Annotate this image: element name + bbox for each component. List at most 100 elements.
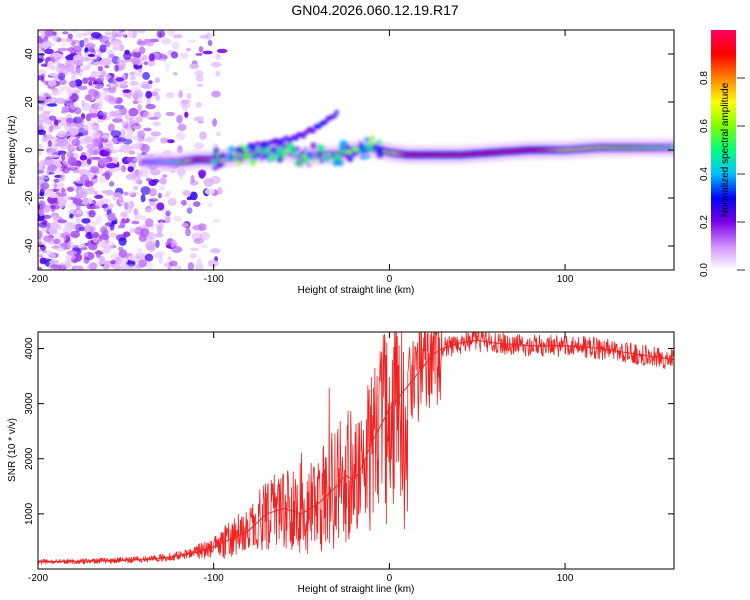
spectrogram-noise-speck <box>66 151 74 159</box>
spectrogram-noise-speck <box>137 248 143 257</box>
spectrogram-noise-speck <box>38 176 49 180</box>
spectrogram-noise-speck <box>38 222 48 228</box>
spectrogram-xtick-label: 100 <box>557 274 574 285</box>
spectrogram-noise-speck <box>207 40 213 46</box>
spectrogram-noise-speck <box>121 31 126 35</box>
spectrogram-noise-speck <box>132 125 142 130</box>
spectrogram-noise-speck <box>173 216 183 222</box>
spectrogram-noise-speck <box>103 134 110 139</box>
spectrogram-noise-speck <box>98 111 109 116</box>
spectrogram-noise-speck <box>171 246 183 253</box>
spectrogram-noise-speck <box>217 187 223 195</box>
spectrogram-noise-speck <box>82 32 88 37</box>
spectrogram-ridge-blob <box>352 146 359 152</box>
spectrogram-noise-speck <box>79 174 90 183</box>
spectrogram-noise-speck <box>67 240 74 249</box>
spectrogram-noise-speck <box>108 123 115 133</box>
spectrogram-noise-speck <box>82 65 91 71</box>
spectrogram-noise-speck <box>133 185 139 191</box>
spectrogram-noise-speck <box>43 134 54 140</box>
spectrogram-noise-speck <box>52 52 62 58</box>
spectrogram-noise-speck <box>74 107 82 115</box>
spectrogram-ridge-blob <box>351 150 358 157</box>
spectrogram-noise-speck <box>76 68 85 73</box>
spectrogram-ridge-blob <box>211 158 218 166</box>
spectrogram-noise-speck <box>195 101 202 108</box>
spectrogram-noise-speck <box>157 219 166 224</box>
spectrogram-noise-speck <box>81 218 91 224</box>
spectrogram-noise-speck <box>97 71 102 76</box>
spectrogram-noise-speck <box>215 53 221 61</box>
spectrogram-noise-speck <box>182 103 189 111</box>
spectrogram-ridge-blob <box>220 151 227 160</box>
spectrogram-noise-speck <box>104 148 112 157</box>
spectrogram-noise-speck <box>104 65 110 69</box>
spectrogram-noise-speck <box>86 264 96 270</box>
spectrogram-noise-speck <box>165 242 170 246</box>
spectrogram-noise-speck <box>72 169 81 174</box>
colorbar-label: Normalized spectral amplitude <box>720 82 731 217</box>
spectrogram-noise-speck <box>66 250 77 256</box>
spectrogram-noise-speck <box>143 38 151 44</box>
spectrogram-noise-speck <box>70 230 80 239</box>
spectrogram-noise-speck <box>64 259 72 269</box>
spectrogram-noise-speck <box>72 45 82 52</box>
spectrogram-noise-speck <box>50 264 59 269</box>
spectrogram-noise-speck <box>131 220 140 225</box>
spectrogram-noise-speck <box>202 50 213 55</box>
spectrogram-noise-speck <box>210 248 221 254</box>
spectrogram-noise-speck <box>127 128 134 136</box>
spectrogram-noise-speck <box>67 156 77 166</box>
spectrogram-noise-speck <box>128 107 139 117</box>
spectrogram-noise-speck <box>112 265 123 270</box>
spectrogram-ridge-blob <box>304 146 307 151</box>
spectrogram-noise-speck <box>50 144 59 153</box>
spectrogram-noise-speck <box>167 197 177 206</box>
spectrogram-noise-speck <box>51 245 60 249</box>
spectrogram-noise-speck <box>119 82 128 88</box>
spectrogram-noise-speck <box>50 204 56 213</box>
spectrogram-noise-speck <box>40 77 45 82</box>
spectrogram-noise-speck <box>199 34 209 39</box>
spectrogram-noise-speck <box>60 232 72 239</box>
spectrogram-noise-speck <box>127 30 134 39</box>
spectrogram-noise-speck <box>68 67 76 74</box>
spectrogram-noise-speck <box>200 243 208 249</box>
spectrogram-noise-speck <box>154 77 160 84</box>
spectrogram-noise-speck <box>57 199 65 207</box>
spectrogram-noise-speck <box>116 30 123 40</box>
spectrogram-noise-speck <box>46 159 52 165</box>
spectrogram-noise-speck <box>199 231 210 241</box>
spectrogram-noise-speck <box>38 115 45 121</box>
spectrogram-noise-speck <box>152 88 161 92</box>
spectrogram-noise-speck <box>106 49 113 55</box>
spectrogram-noise-speck <box>55 65 64 74</box>
spectrogram-branch-cell <box>332 113 338 119</box>
spectrogram-noise-speck <box>140 186 151 195</box>
spectrogram-noise-speck <box>144 208 155 214</box>
spectrogram-noise-speck <box>132 177 141 185</box>
spectrogram-noise-speck <box>143 127 152 132</box>
spectrogram-noise-speck <box>66 47 75 52</box>
spectrogram-noise-speck <box>66 117 75 124</box>
spectrogram-noise-speck <box>148 80 153 85</box>
spectrogram-noise-speck <box>88 171 95 179</box>
spectrogram-noise-speck <box>185 227 191 237</box>
spectrogram-noise-speck <box>156 202 165 211</box>
spectrogram-noise-speck <box>142 83 152 90</box>
spectrogram-noise-speck <box>92 122 100 132</box>
spectrogram-noise-speck <box>189 63 200 69</box>
spectrogram-noise-speck <box>144 253 154 262</box>
spectrogram-noise-speck <box>146 136 152 143</box>
spectrogram-noise-speck <box>79 39 85 48</box>
spectrogram-noise-speck <box>59 78 67 86</box>
colorbar-tick-label: 0.2 <box>699 215 710 229</box>
spectrogram-noise-speck <box>193 201 201 207</box>
spectrogram-noise-speck <box>75 209 83 215</box>
spectrogram-noise-speck <box>86 158 92 166</box>
spectrogram-noise-speck <box>84 224 92 232</box>
spectrogram-noise-speck <box>194 70 204 77</box>
spectrogram-noise-speck <box>41 98 48 107</box>
spectrogram-noise-speck <box>150 131 162 137</box>
spectrogram-noise-speck <box>165 111 176 117</box>
